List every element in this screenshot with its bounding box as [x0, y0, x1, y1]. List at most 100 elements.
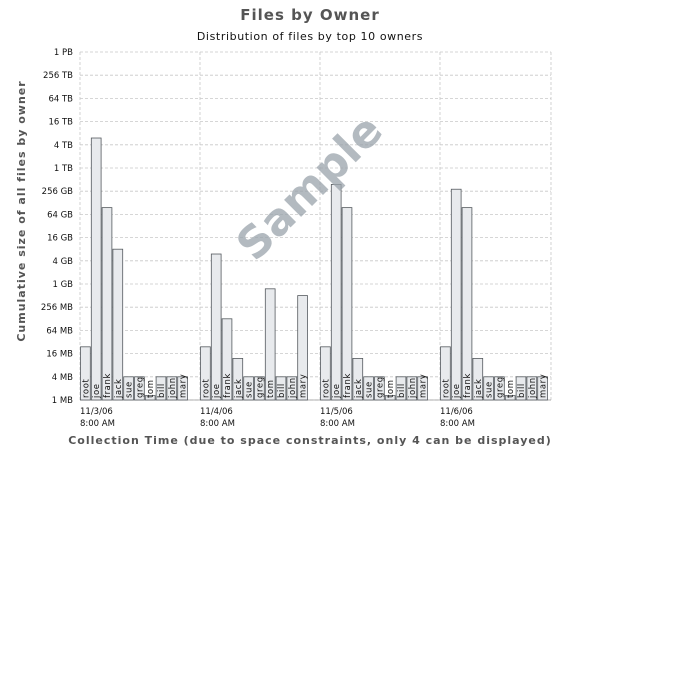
bar-sue — [483, 376, 494, 401]
bar-label: john — [288, 377, 298, 399]
y-tick-label: 256 GB — [42, 187, 74, 197]
y-axis-label: Cumulative size of all files by owner — [15, 80, 28, 341]
bar-sue — [123, 376, 134, 401]
bar-label: tom — [266, 379, 276, 398]
bar-joe — [330, 184, 342, 401]
bar-greg — [254, 376, 265, 401]
bar-frank — [341, 207, 353, 401]
bar-label: bill — [517, 383, 527, 398]
watermark: Sample — [227, 105, 393, 271]
bar-greg — [374, 376, 385, 401]
x-tick-time: 8:00 AM — [440, 419, 475, 429]
bar-label: greg — [255, 376, 265, 398]
bar-label: bill — [157, 383, 167, 398]
bar-label: tom — [386, 379, 396, 398]
bar-label: john — [168, 377, 178, 399]
bar-root — [440, 346, 451, 401]
x-tick-time: 8:00 AM — [320, 419, 355, 429]
bar-joe — [90, 137, 102, 401]
bar-label: frank — [463, 373, 473, 398]
bar-john — [406, 376, 418, 401]
bar-label: sue — [485, 381, 495, 398]
bar-bill — [515, 376, 527, 401]
bar-label: greg — [135, 376, 145, 398]
bar-label: jack — [474, 378, 484, 399]
grid — [79, 51, 552, 401]
bar-label: jack — [354, 378, 364, 399]
bar-greg — [134, 376, 145, 401]
bar-john — [286, 376, 298, 401]
x-tick-time: 8:00 AM — [200, 419, 235, 429]
bar-label: mary — [179, 374, 189, 398]
bar-label: mary — [419, 374, 429, 398]
bar-label: root — [441, 378, 451, 398]
y-tick-label: 256 TB — [43, 71, 73, 81]
x-tick-date: 11/4/06 — [200, 407, 233, 417]
bar-label: joe — [332, 383, 342, 399]
bar-mary — [417, 376, 428, 401]
bar-label: root — [321, 378, 331, 398]
y-tick-label: 16 GB — [47, 234, 73, 244]
x-tick-date: 11/6/06 — [440, 407, 473, 417]
bar-label: frank — [223, 373, 233, 398]
bar-sue — [243, 376, 254, 401]
y-axis-ticks: 1 MB 4 MB 16 MB 64 MB 256 MB 1 GB 4 GB 16 GB 64 … — [41, 48, 73, 406]
bar-label: frank — [343, 373, 353, 398]
bar-joe — [450, 188, 462, 401]
bar-label: joe — [452, 383, 462, 399]
bar-frank — [461, 207, 473, 401]
bar-bill — [395, 376, 407, 401]
bar-mary — [177, 376, 188, 401]
x-axis-ticks: 11/3/06 8:00 AM 11/4/06 8:00 AM 11/5/06 8:00 … — [80, 407, 475, 429]
x-tick-date: 11/3/06 — [80, 407, 113, 417]
bar-mary — [537, 376, 548, 401]
y-tick-label: 16 MB — [46, 350, 73, 360]
y-tick-label: 64 TB — [48, 94, 73, 104]
y-tick-label: 64 GB — [47, 210, 73, 220]
y-tick-label: 1 MB — [52, 396, 73, 406]
bar-frank — [101, 207, 113, 401]
bar-root — [200, 346, 211, 401]
y-tick-label: 256 MB — [41, 303, 73, 313]
bar-greg — [494, 376, 505, 401]
bar-label: tom — [506, 379, 516, 398]
bar-mary — [297, 295, 308, 401]
bar-label: john — [528, 377, 538, 399]
bar-label: sue — [245, 381, 255, 398]
bar-label: joe — [212, 383, 222, 399]
bar-label: jack — [114, 378, 124, 399]
bar-jack — [112, 248, 124, 401]
bar-label: sue — [125, 381, 135, 398]
bar-joe — [210, 253, 222, 401]
bar-sue — [363, 376, 374, 401]
bar-label: tom — [146, 379, 156, 398]
bar-label: joe — [92, 383, 102, 399]
bar-label: root — [201, 378, 211, 398]
bar-john — [166, 376, 178, 401]
bar-label: root — [81, 378, 91, 398]
x-axis-label: Collection Time (due to space constraint… — [68, 434, 552, 447]
bar-label: bill — [397, 383, 407, 398]
bar-john — [526, 376, 538, 401]
bar-bill — [155, 376, 167, 401]
bar-jack — [232, 358, 244, 401]
bar-label: john — [408, 377, 418, 399]
bar-tom — [264, 288, 276, 401]
bar-label: greg — [375, 376, 385, 398]
bar-root — [320, 346, 331, 401]
bar-root — [80, 346, 91, 401]
y-tick-label: 4 TB — [54, 141, 73, 151]
bar-tom — [384, 395, 396, 401]
y-tick-label: 64 MB — [46, 326, 73, 336]
bar-jack — [352, 358, 364, 401]
bar-frank — [221, 318, 233, 401]
y-tick-label: 1 TB — [54, 164, 73, 174]
y-tick-label: 4 MB — [52, 373, 73, 383]
bar-bill — [275, 376, 287, 401]
bars: root joe frank jack sue greg tom bill john mary ro… — [80, 137, 549, 401]
y-tick-label: 16 TB — [48, 118, 73, 128]
bar-tom — [144, 395, 156, 401]
y-tick-label: 1 PB — [54, 48, 73, 58]
x-tick-time: 8:00 AM — [80, 419, 115, 429]
